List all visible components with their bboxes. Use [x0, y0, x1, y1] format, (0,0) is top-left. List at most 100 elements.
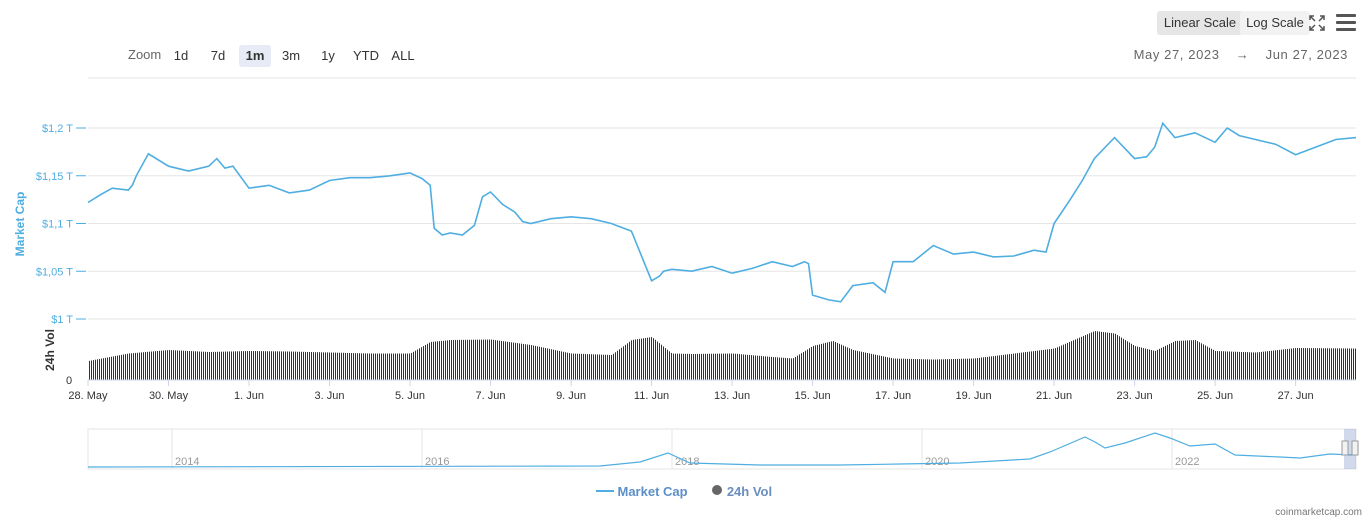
fullscreen-icon[interactable] — [1308, 14, 1326, 32]
range-from[interactable]: May 27, 2023 — [1133, 47, 1220, 62]
volume-bar — [723, 353, 724, 380]
volume-bar — [875, 354, 876, 380]
credits[interactable]: coinmarketcap.com — [1275, 507, 1362, 518]
volume-bar — [367, 353, 368, 380]
volume-bar — [909, 358, 910, 380]
volume-bar — [1003, 354, 1004, 380]
volume-bar — [1057, 347, 1058, 380]
volume-bar — [295, 351, 296, 380]
volume-bar — [1349, 348, 1350, 380]
volume-bar — [899, 358, 900, 380]
volume-bar — [759, 355, 760, 380]
volume-bar — [809, 348, 810, 380]
volume-bar — [1019, 352, 1020, 380]
zoom-button-7d[interactable]: 7d — [210, 48, 226, 63]
volume-bar — [835, 342, 836, 380]
volume-bar — [1067, 342, 1068, 380]
menu-icon[interactable] — [1336, 14, 1356, 32]
volume-bar — [245, 351, 246, 380]
volume-bar — [853, 350, 854, 380]
volume-bar — [609, 354, 610, 380]
volume-bar — [1137, 346, 1138, 380]
x-tick-label: 9. Jun — [556, 390, 586, 402]
volume-bar — [607, 354, 608, 380]
volume-bar — [713, 353, 714, 380]
volume-bar — [645, 337, 646, 380]
volume-bar — [1085, 335, 1086, 380]
volume-bar — [969, 358, 970, 380]
zoom-button-1y[interactable]: 1y — [321, 48, 335, 63]
volume-bar — [745, 354, 746, 380]
volume-bar — [601, 354, 602, 380]
volume-bar — [1327, 348, 1328, 380]
volume-bar — [881, 355, 882, 380]
volume-bar — [1337, 348, 1338, 380]
volume-bar — [191, 351, 192, 380]
volume-bar — [335, 352, 336, 380]
volume-axis-title: 24h Vol — [43, 329, 57, 371]
volume-bar — [1049, 349, 1050, 380]
volume-bar — [767, 356, 768, 380]
legend-market-cap[interactable]: Market Cap — [595, 484, 688, 499]
volume-bar — [873, 354, 874, 380]
volume-bar — [861, 351, 862, 380]
volume-bar — [1193, 340, 1194, 380]
volume-bar — [275, 351, 276, 380]
volume-bar — [589, 354, 590, 380]
volume-bar — [1023, 352, 1024, 380]
volume-bar — [181, 350, 182, 380]
volume-bar — [1323, 348, 1324, 380]
navigator: 2014 2016 2018 2020 2022 — [87, 428, 1359, 470]
volume-bar — [1091, 332, 1092, 380]
market-cap-chart[interactable]: $1 T $1,05 T $1,1 T $1,15 T $1,2 T 28. May 30… — [0, 0, 1368, 480]
volume-bar — [949, 359, 950, 380]
volume-bar — [339, 352, 340, 380]
volume-bar — [259, 351, 260, 380]
zoom-button-all[interactable]: ALL — [391, 48, 415, 63]
volume-bar — [563, 351, 564, 380]
volume-bar — [1343, 348, 1344, 380]
range-to[interactable]: Jun 27, 2023 — [1265, 47, 1348, 62]
volume-bar — [731, 353, 732, 380]
volume-bar — [527, 344, 528, 380]
volume-bar — [417, 349, 418, 380]
zoom-button-1d[interactable]: 1d — [173, 48, 189, 63]
volume-bar — [509, 342, 510, 380]
x-tick-label: 3. Jun — [315, 390, 345, 402]
volume-bar — [617, 350, 618, 380]
volume-bar — [849, 348, 850, 380]
volume-bar — [1063, 344, 1064, 380]
volume-bar — [677, 353, 678, 380]
volume-bar — [1313, 348, 1314, 380]
volume-bar — [579, 353, 580, 380]
volume-bar — [161, 350, 162, 380]
volume-bar — [359, 353, 360, 380]
volume-bar — [1119, 336, 1120, 380]
volume-bar — [459, 339, 460, 380]
volume-bar — [831, 341, 832, 380]
volume-bar — [379, 353, 380, 380]
zoom-button-3m[interactable]: 3m — [281, 48, 301, 63]
volume-bar — [207, 351, 208, 380]
volume-bar — [599, 354, 600, 380]
volume-bar — [1159, 348, 1160, 380]
volume-bar — [623, 346, 624, 380]
volume-bar — [233, 351, 234, 380]
volume-bar — [281, 351, 282, 380]
volume-bar — [131, 353, 132, 380]
volume-bar — [975, 358, 976, 380]
volume-bar — [389, 353, 390, 380]
linear-scale-button[interactable]: Linear Scale — [1157, 11, 1243, 35]
volume-bar — [431, 341, 432, 380]
legend-volume[interactable]: 24h Vol — [711, 484, 772, 499]
volume-bar — [547, 348, 548, 380]
volume-bar — [691, 353, 692, 380]
zoom-button-1m[interactable]: 1m — [239, 45, 271, 67]
volume-bar — [1199, 342, 1200, 380]
volume-bar — [847, 347, 848, 380]
volume-bar — [305, 351, 306, 380]
volume-bar — [859, 351, 860, 380]
volume-bar — [173, 350, 174, 380]
log-scale-button[interactable]: Log Scale — [1240, 11, 1310, 35]
zoom-button-ytd[interactable]: YTD — [353, 48, 379, 63]
